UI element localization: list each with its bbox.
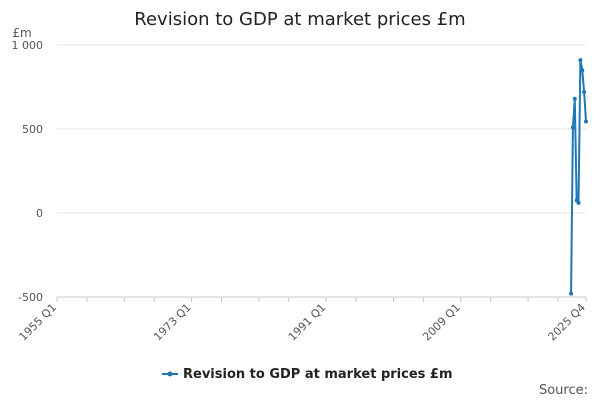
series-point[interactable] — [569, 291, 574, 296]
y-tick-label: -500 — [18, 291, 43, 304]
series-point[interactable] — [576, 200, 581, 205]
x-tick-label: 2025 Q4 — [546, 301, 589, 344]
x-tick-label: 1973 Q1 — [151, 301, 194, 344]
series-line — [570, 59, 587, 294]
chart-title: Revision to GDP at market prices £m — [134, 9, 465, 30]
legend: Revision to GDP at market prices £m — [162, 367, 453, 382]
series-point[interactable] — [584, 119, 588, 124]
y-tick-label: 500 — [22, 123, 43, 136]
series-point[interactable] — [572, 96, 577, 101]
y-tick-label: 0 — [36, 207, 43, 220]
y-tick-label: 1 000 — [12, 39, 44, 52]
source-label: Source: — [539, 383, 588, 398]
legend-label: Revision to GDP at market prices £m — [183, 367, 453, 382]
x-tick-label: 2009 Q1 — [420, 301, 463, 344]
x-tick-label: 1991 Q1 — [286, 301, 329, 344]
y-axis-unit-label: £m — [12, 26, 31, 40]
series-layer — [569, 58, 588, 296]
x-axis: 1955 Q1 1973 Q1 1991 Q1 2009 Q1 2025 Q4 — [17, 296, 589, 344]
series-point[interactable] — [570, 125, 575, 130]
y-axis-ticks: -500 0 500 1 000 — [12, 39, 44, 304]
series-point[interactable] — [582, 90, 587, 95]
x-tick-label: 1955 Q1 — [17, 301, 60, 344]
series-point[interactable] — [578, 58, 583, 63]
gridlines — [57, 44, 586, 214]
series-point[interactable] — [580, 68, 585, 73]
legend-point-marker — [167, 371, 173, 377]
